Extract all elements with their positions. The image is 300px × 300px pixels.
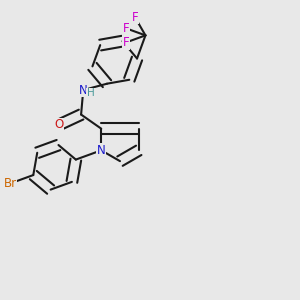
Text: F: F (122, 22, 129, 35)
Text: Br: Br (4, 177, 17, 190)
Text: H: H (87, 88, 94, 98)
Text: F: F (132, 11, 138, 24)
Text: N: N (97, 144, 106, 157)
Text: O: O (54, 118, 63, 131)
Text: N: N (79, 84, 88, 97)
Text: F: F (122, 36, 129, 49)
